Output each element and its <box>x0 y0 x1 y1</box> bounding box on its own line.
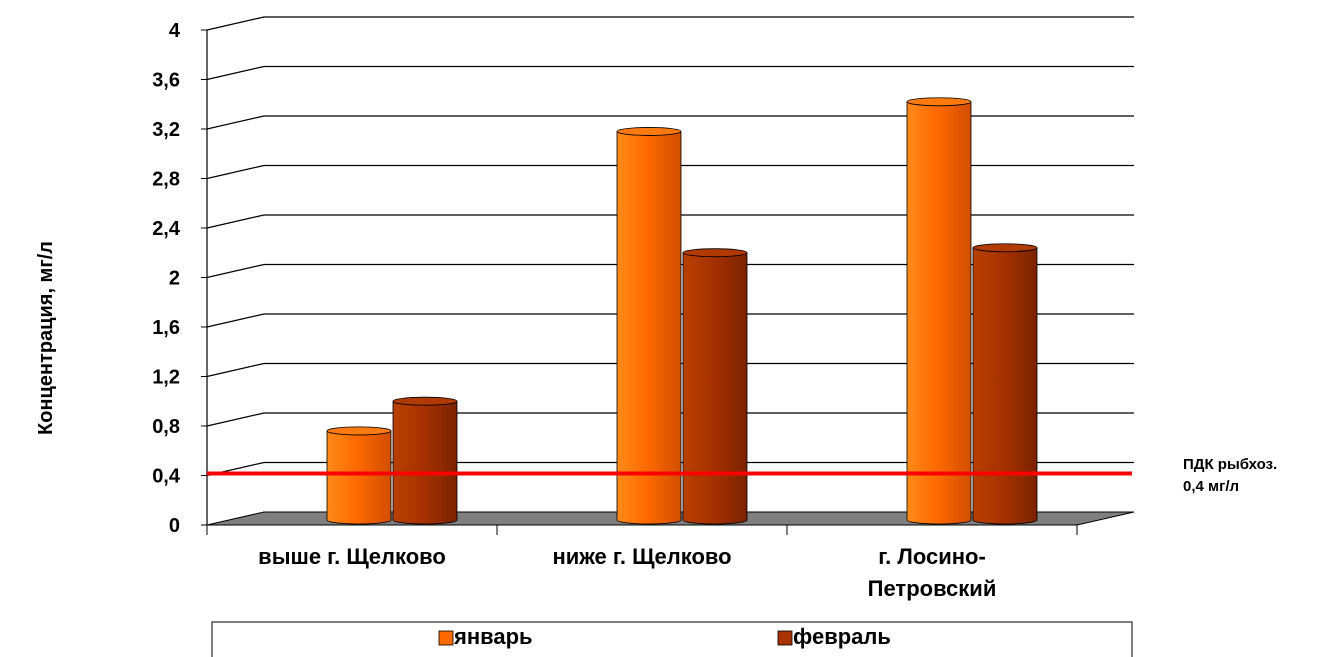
gridline-diagonal <box>206 313 265 328</box>
bar-february <box>392 401 458 525</box>
gridline-diagonal <box>206 263 265 279</box>
y-tick-label: 1,6 <box>152 317 180 339</box>
category-label: г. Лосино- <box>878 544 986 569</box>
y-tick-label: 2 <box>169 268 180 290</box>
bar-top-february <box>682 248 748 258</box>
category-label: Петровский <box>868 576 997 601</box>
y-tick-label: 0 <box>169 515 180 537</box>
bar-january <box>326 430 392 525</box>
legend-label-february: февраль <box>793 624 891 649</box>
gridline-diagonal <box>206 164 265 180</box>
gridline-diagonal <box>206 16 265 31</box>
legend: январь февраль <box>211 621 1133 657</box>
y-tick-label: 0,8 <box>152 416 180 438</box>
legend-box <box>211 621 1133 657</box>
reference-label-line2: 0,4 мг/л <box>1183 478 1239 495</box>
legend-swatch-january <box>438 630 454 646</box>
reference-label-line1: ПДК рыбхоз. <box>1183 456 1277 473</box>
bar-january <box>906 101 972 525</box>
gridline-diagonal <box>206 115 265 130</box>
bars <box>326 97 1038 525</box>
y-tick-label: 3,6 <box>152 70 180 92</box>
y-tick-label: 0,4 <box>152 466 181 488</box>
gridline-diagonal <box>206 362 265 378</box>
gridline-diagonal <box>206 214 265 229</box>
bar-january <box>616 131 682 525</box>
category-label: ниже г. Щелково <box>552 544 731 569</box>
y-tick-label: 4 <box>169 20 181 42</box>
legend-label-january: январь <box>453 624 533 649</box>
bar-february <box>972 247 1038 525</box>
gridline-diagonal <box>206 412 265 427</box>
gridline-diagonal <box>206 65 265 81</box>
y-axis-ticks: 0 0,4 0,8 1,2 1,6 2 2,4 2,8 3,2 3,6 4 <box>152 20 207 537</box>
legend-swatch-february <box>777 630 793 646</box>
bar-february <box>682 252 748 525</box>
category-label: выше г. Щелково <box>258 544 446 569</box>
x-axis-ticks <box>206 525 1078 535</box>
y-axis-label: Концентрация, мг/л <box>35 241 57 435</box>
y-tick-label: 2,4 <box>152 218 181 240</box>
y-tick-label: 3,2 <box>152 119 180 141</box>
category-labels: выше г. Щелково ниже г. Щелково г. Лосино-… <box>258 544 996 601</box>
bar-top-january <box>326 426 392 436</box>
bar-top-february <box>392 396 458 406</box>
bar-top-january <box>906 97 972 107</box>
y-tick-label: 2,8 <box>152 169 180 191</box>
y-tick-label: 1,2 <box>152 367 180 389</box>
bar-top-february <box>972 243 1038 253</box>
bar-top-january <box>616 127 682 136</box>
